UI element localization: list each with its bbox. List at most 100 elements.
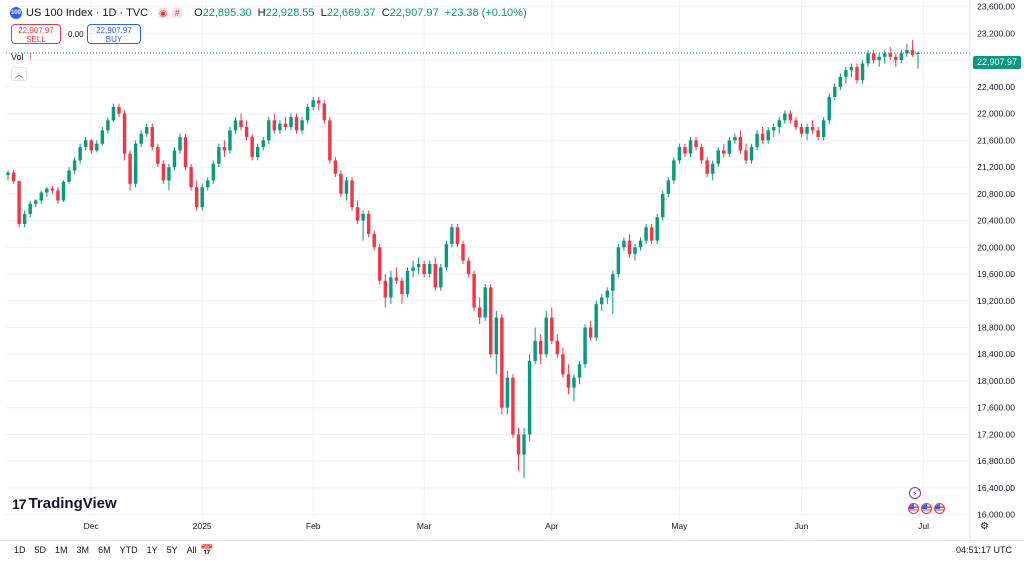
eye-icon[interactable]: ◉ [158, 7, 169, 18]
candle-body [444, 243, 449, 268]
candle-body [783, 113, 787, 121]
candle [705, 157, 709, 178]
range-6m-button[interactable]: 6M [98, 545, 111, 555]
us-flag-icon[interactable] [921, 503, 932, 514]
candle-body [916, 52, 920, 54]
candle [816, 126, 820, 141]
candle-body [616, 247, 621, 275]
candle-body [11, 172, 16, 182]
candle [56, 187, 60, 204]
candle [222, 140, 227, 158]
candle [294, 113, 299, 134]
candle-body [278, 123, 282, 131]
candle [117, 103, 121, 117]
candle-body [483, 287, 487, 318]
candle-body [760, 133, 765, 141]
candle [317, 96, 321, 111]
candle-body [389, 277, 393, 298]
buy-button[interactable]: 22,907.97 BUY [87, 24, 141, 44]
candle [178, 133, 182, 154]
candle [400, 277, 404, 305]
candle-body [250, 137, 254, 158]
candle [350, 177, 354, 211]
range-1m-button[interactable]: 1M [55, 545, 68, 555]
candle [550, 307, 554, 345]
candle [688, 137, 693, 158]
range-1d-button[interactable]: 1D [14, 545, 26, 555]
candle [355, 200, 360, 224]
candle-body [505, 377, 510, 408]
candle [228, 126, 232, 154]
candle [206, 177, 210, 191]
tradingview-logo[interactable]: 17 TradingView [12, 495, 117, 512]
price-chart[interactable]: 23,600.0023,200.0022,800.0022,400.0022,0… [0, 0, 1024, 540]
candle [67, 167, 71, 184]
grid-layer [6, 0, 970, 518]
chevron-up-icon[interactable]: ︿ [11, 67, 27, 81]
candle [83, 137, 88, 151]
candle-body [317, 100, 321, 104]
candle [139, 130, 143, 148]
candle-body [716, 150, 720, 164]
candle-body [67, 170, 71, 182]
candle-body [189, 167, 193, 188]
sell-button[interactable]: 22,907.97 SELL [11, 24, 61, 44]
candle-body [122, 113, 127, 154]
candle [427, 260, 432, 278]
candle-body [372, 233, 376, 248]
x-tick-label: Jun [795, 521, 809, 531]
candle [594, 300, 598, 341]
symbol-title[interactable]: US 100 Index · 1D · TVC [26, 7, 149, 19]
candle-body [300, 120, 304, 131]
candle-body [672, 160, 676, 181]
candle [583, 324, 587, 368]
candle-body [527, 360, 532, 435]
candle [777, 116, 782, 134]
candle [910, 40, 915, 57]
candle-body [106, 120, 110, 131]
candle-body [838, 76, 843, 87]
range-5d-button[interactable]: 5D [34, 545, 47, 555]
candle-body [477, 307, 482, 318]
candle [666, 177, 671, 198]
range-all-button[interactable]: All [186, 545, 197, 555]
gear-icon[interactable]: ⚙ [980, 521, 989, 532]
economic-events[interactable] [908, 503, 947, 514]
candle-body [494, 317, 499, 355]
volume-legend[interactable]: Vol ! [11, 52, 32, 62]
range-5y-button[interactable]: 5Y [166, 545, 178, 555]
candle [555, 334, 560, 358]
candle [744, 143, 748, 164]
candle [477, 297, 482, 325]
range-1y-button[interactable]: 1Y [146, 545, 158, 555]
candle [749, 143, 754, 164]
warning-icon[interactable]: ! [29, 52, 33, 62]
candle [422, 260, 426, 278]
candle-body [405, 270, 410, 295]
candle-body [533, 340, 537, 361]
candle [788, 110, 793, 124]
range-3m-button[interactable]: 3M [76, 545, 90, 555]
candle-body [34, 200, 38, 204]
candle-body [894, 56, 898, 61]
candle-body [694, 140, 698, 148]
utc-clock[interactable]: 04:51:17 UTC [955, 545, 1012, 555]
calendar-icon[interactable]: 📅 [200, 545, 214, 557]
candle [39, 190, 44, 204]
candle [655, 213, 659, 244]
us-flag-icon[interactable] [908, 503, 919, 514]
candle-body [749, 147, 754, 161]
candle-body [361, 213, 365, 221]
candle [217, 143, 221, 168]
lightning-icon[interactable]: ⚡ [909, 487, 921, 499]
range-ytd-button[interactable]: YTD [119, 545, 138, 555]
candle-body [289, 116, 293, 127]
y-tick-label: 20,000.00 [977, 242, 1015, 252]
candle [172, 147, 177, 171]
time-axis: Dec 2025 Feb Mar Apr May Jun Jul [84, 521, 929, 531]
candle-body [222, 147, 227, 151]
candle-body [777, 120, 782, 127]
y-tick-label: 20,400.00 [977, 216, 1015, 226]
us-flag-icon[interactable] [934, 503, 945, 514]
hash-icon[interactable]: # [172, 8, 183, 18]
